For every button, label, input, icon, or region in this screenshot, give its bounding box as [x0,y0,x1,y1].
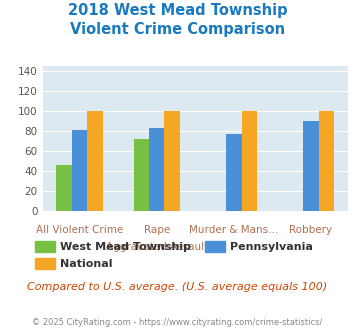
Text: Aggravated Assault: Aggravated Assault [105,242,208,252]
Text: Compared to U.S. average. (U.S. average equals 100): Compared to U.S. average. (U.S. average … [27,282,328,292]
Text: © 2025 CityRating.com - https://www.cityrating.com/crime-statistics/: © 2025 CityRating.com - https://www.city… [32,318,323,327]
Bar [133,139,149,211]
Bar [56,165,72,211]
Bar [149,128,164,211]
Text: Rape: Rape [143,225,170,235]
Bar [226,134,241,211]
Text: 2018 West Mead Township
Violent Crime Comparison: 2018 West Mead Township Violent Crime Co… [68,3,287,37]
Bar [87,111,103,211]
Bar [241,111,257,211]
Text: Murder & Mans...: Murder & Mans... [189,225,278,235]
Bar [72,130,87,211]
Text: Robbery: Robbery [289,225,332,235]
Legend: West Mead Township, National, Pennsylvania: West Mead Township, National, Pennsylvan… [31,237,318,274]
Bar [303,121,318,211]
Bar [318,111,334,211]
Text: All Violent Crime: All Violent Crime [36,225,123,235]
Bar [164,111,180,211]
